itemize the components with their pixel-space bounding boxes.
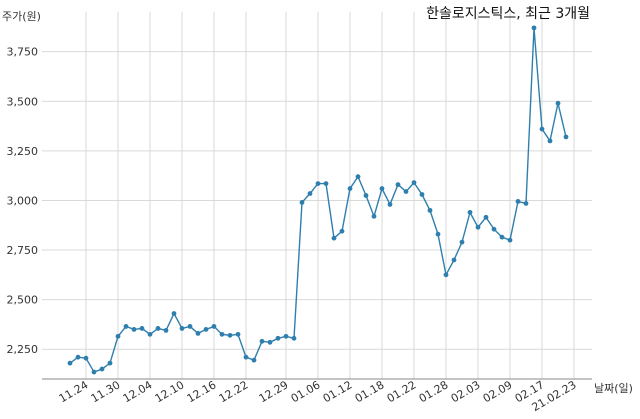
data-point [451, 257, 457, 263]
data-point [387, 202, 393, 207]
data-point [491, 226, 497, 232]
x-tick-label: 02.09 [481, 378, 515, 405]
data-point [499, 234, 505, 240]
data-point [235, 331, 241, 337]
data-point [203, 327, 209, 332]
data-point [523, 201, 529, 206]
y-tick-label: 2,750 [7, 244, 39, 257]
data-point [211, 324, 217, 329]
data-point [259, 338, 265, 344]
data-point [539, 126, 545, 132]
data-point [307, 191, 313, 196]
x-tick-label: 11.30 [89, 378, 123, 405]
data-point [515, 199, 521, 204]
data-point [155, 326, 161, 331]
data-point [331, 235, 337, 241]
x-tick-label: 12.29 [257, 378, 291, 405]
data-point [443, 272, 449, 278]
x-tick-label: 12.22 [217, 378, 251, 405]
data-point [411, 180, 417, 186]
data-point [347, 186, 353, 191]
data-point [243, 354, 249, 360]
x-tick-label: 11.24 [57, 378, 91, 405]
y-tick-label: 3,500 [7, 95, 39, 108]
data-point [427, 207, 433, 213]
data-point [139, 326, 145, 331]
y-tick-label: 2,500 [7, 294, 39, 307]
price-points [67, 25, 569, 375]
data-point [563, 134, 569, 140]
data-point [291, 335, 297, 341]
data-point [323, 181, 329, 186]
x-tick-label: 01.22 [385, 378, 419, 405]
data-point [355, 174, 361, 180]
data-point [435, 231, 441, 237]
y-tick-labels: 2,250 2,500 2,750 3,000 3,250 3,500 3,750 [7, 46, 39, 357]
data-point [251, 357, 257, 363]
data-point [123, 324, 129, 329]
data-point [547, 138, 553, 144]
y-tick-label: 2,250 [7, 343, 39, 356]
data-point [283, 333, 289, 339]
x-tick-label: 01.06 [289, 378, 323, 405]
data-point [419, 192, 425, 197]
y-axis-label: 주가(원) [2, 10, 41, 23]
data-point [107, 360, 113, 366]
data-point [475, 224, 481, 230]
data-point [403, 189, 409, 194]
data-point [371, 213, 377, 219]
data-point [187, 324, 193, 329]
data-point [395, 182, 401, 187]
data-point [75, 354, 81, 360]
data-point [179, 326, 185, 331]
data-point [67, 360, 73, 366]
data-point [459, 239, 465, 245]
chart-title: 한솔로지스틱스, 최근 3개월 [426, 6, 590, 22]
data-point [115, 333, 121, 339]
vertical-gridlines [85, 12, 575, 379]
data-point [83, 355, 89, 361]
data-point [363, 193, 369, 198]
x-tick-label: 12.16 [185, 378, 219, 405]
data-point [467, 209, 473, 215]
data-point [163, 327, 169, 333]
horizontal-gridlines [42, 51, 592, 350]
data-point [483, 214, 489, 220]
data-point [99, 366, 105, 372]
y-tick-label: 3,250 [7, 145, 39, 158]
data-point [195, 330, 201, 336]
x-tick-label: 01.28 [417, 378, 451, 405]
x-tick-label: 02.03 [449, 378, 483, 405]
data-point [91, 369, 97, 375]
data-point [299, 200, 305, 205]
x-tick-label: 01.18 [353, 378, 387, 405]
data-point [147, 331, 153, 337]
data-point [507, 237, 513, 243]
x-axis-label: 날짜(일) [594, 381, 633, 395]
data-point [275, 335, 281, 341]
data-point [555, 100, 561, 106]
x-tick-label: 12.04 [121, 378, 155, 405]
data-point [131, 327, 137, 332]
y-tick-label: 3,000 [7, 194, 39, 207]
x-tick-label: 01.12 [321, 378, 355, 405]
data-point [219, 331, 225, 337]
data-point [379, 186, 385, 191]
x-tick-label: 12.10 [153, 378, 187, 405]
data-point [267, 339, 273, 345]
data-point [227, 332, 233, 338]
y-tick-label: 3,750 [7, 46, 39, 59]
data-point [171, 311, 177, 316]
data-point [339, 228, 345, 234]
data-point [531, 25, 537, 31]
data-point [315, 181, 321, 186]
